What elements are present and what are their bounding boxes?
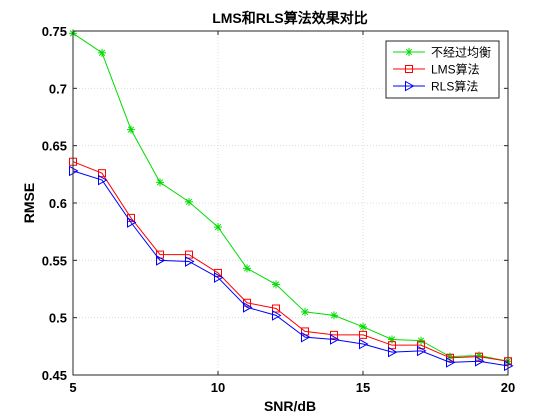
data-point (388, 346, 398, 358)
data-point (330, 311, 338, 320)
data-point (98, 169, 106, 178)
y-tick-label: 0.5 (49, 311, 67, 326)
legend-marker (405, 65, 413, 73)
data-point (417, 345, 427, 357)
data-point (359, 330, 367, 339)
x-tick-label: 5 (69, 380, 76, 395)
data-point (243, 264, 251, 273)
data-point (388, 335, 396, 344)
x-tick-label: 15 (356, 380, 370, 395)
y-tick-label: 0.7 (49, 81, 67, 96)
data-point (127, 217, 137, 228)
tick-layer: 5 10 15 20 0.45 0.5 0.55 0.6 0.65 0.7 0.75 (42, 24, 516, 395)
data-point (359, 338, 369, 350)
data-point (301, 331, 311, 343)
data-point (272, 310, 282, 321)
series-line (72, 32, 509, 362)
legend-marker (405, 48, 413, 56)
data-point (359, 322, 367, 331)
legend: 不经过均衡 LMS算法 RLS算法 (385, 40, 500, 99)
data-point (446, 357, 456, 368)
data-point (272, 304, 280, 313)
x-tick-label: 20 (501, 380, 515, 395)
y-tick-label: 0.6 (49, 196, 67, 211)
data-point (301, 307, 309, 316)
series-2 (69, 165, 514, 372)
series-line (72, 170, 509, 367)
data-point (185, 197, 193, 206)
data-point (214, 223, 222, 232)
y-axis-label: RMSE (21, 183, 37, 223)
y-tick-label: 0.55 (42, 253, 67, 268)
x-axis-label: SNR/dB (264, 398, 316, 414)
legend-entry: 不经过均衡 (393, 46, 491, 60)
legend-marker (405, 80, 415, 92)
data-point (185, 256, 195, 267)
data-point (185, 250, 193, 259)
legend-items: 不经过均衡 LMS算法 RLS算法 (393, 46, 491, 94)
legend-label: LMS算法 (431, 62, 480, 77)
legend-label: RLS算法 (431, 79, 478, 94)
series-line (72, 161, 509, 362)
y-tick-label: 0.45 (42, 368, 67, 383)
data-point (330, 334, 340, 345)
data-point (475, 355, 485, 367)
legend-label: 不经过均衡 (431, 46, 491, 60)
data-point (156, 178, 164, 187)
data-point (388, 341, 396, 350)
data-point (98, 48, 106, 57)
data-point (98, 174, 108, 186)
y-tick-label: 0.75 (42, 24, 67, 39)
grid-lines (73, 31, 508, 375)
data-point (156, 254, 166, 266)
data-point (417, 336, 425, 345)
data-point (272, 280, 280, 289)
x-tick-label: 10 (211, 380, 225, 395)
data-point (214, 272, 224, 283)
y-tick-label: 0.65 (42, 139, 67, 154)
data-point (243, 301, 253, 313)
chart-title: LMS和RLS算法效果对比 (212, 10, 368, 26)
legend-entry: RLS算法 (393, 79, 478, 94)
legend-entry: LMS算法 (393, 62, 480, 77)
series-1 (69, 157, 512, 366)
data-point (127, 125, 135, 134)
